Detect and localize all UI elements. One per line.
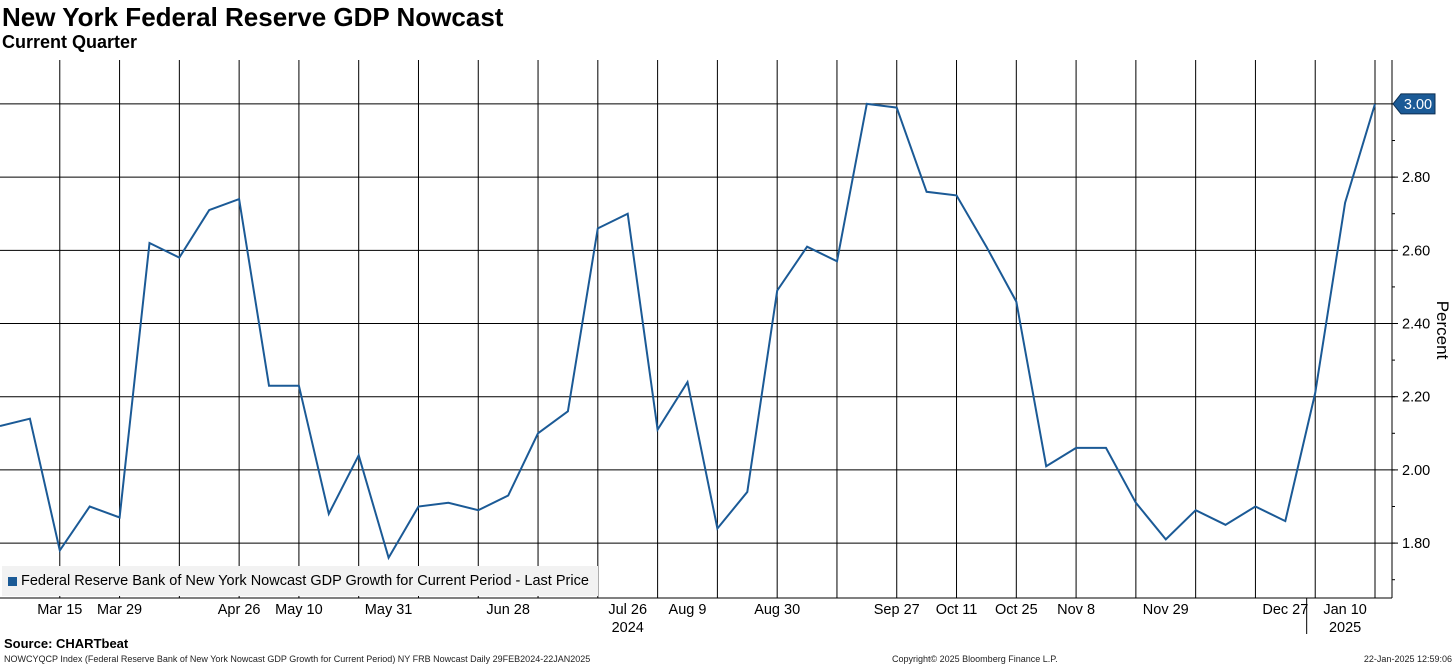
series-line: [0, 102, 1376, 561]
x-tick-label: May 10: [275, 602, 323, 618]
x-tick-label: Oct 25: [995, 602, 1038, 618]
legend-label: Federal Reserve Bank of New York Nowcast…: [21, 573, 589, 589]
plot-frame: [0, 60, 1393, 599]
x-tick-label: Jan 10: [1323, 602, 1367, 618]
x-tick-label: Dec 27: [1262, 602, 1308, 618]
x-tick-label: Mar 15: [37, 602, 82, 618]
footer-ticker-info: NOWCYQCP Index (Federal Reserve Bank of …: [4, 654, 591, 664]
x-axis-ticks: Mar 15 Mar 29 Apr 26 May 10 May 31 Jun 28 Jul …: [37, 598, 1367, 636]
legend: Federal Reserve Bank of New York Nowcast…: [2, 566, 598, 596]
y-tick-label: 2.20: [1402, 390, 1430, 406]
y-tick-label: 2.80: [1402, 170, 1430, 186]
x-tick-label: Nov 29: [1143, 602, 1189, 618]
x-year-label: 2024: [612, 620, 644, 636]
footer-copyright: Copyright© 2025 Bloomberg Finance L.P.: [892, 654, 1058, 664]
y-tick-label: 2.00: [1402, 463, 1430, 479]
y-axis-label: Percent: [1433, 301, 1452, 360]
footer-timestamp: 22-Jan-2025 12:59:06: [1363, 654, 1452, 664]
series-layer: [0, 102, 1376, 561]
x-tick-label: May 31: [365, 602, 413, 618]
chart-subtitle: Current Quarter: [2, 32, 138, 52]
x-tick-label: Sep 27: [874, 602, 920, 618]
horizontal-gridlines: [0, 103, 1392, 544]
x-tick-label: Jun 28: [486, 602, 530, 618]
x-tick-label: Apr 26: [218, 602, 261, 618]
last-value-tag: [1392, 93, 1436, 115]
x-tick-label: Aug 9: [669, 602, 707, 618]
last-value-text: 3.00: [1404, 97, 1432, 113]
chart-title: New York Federal Reserve GDP Nowcast: [2, 2, 504, 32]
x-tick-label: Jul 26: [608, 602, 647, 618]
y-tick-label: 1.80: [1402, 536, 1430, 552]
last-value-marker: 3.00: [1392, 93, 1436, 115]
legend-swatch: [8, 576, 17, 586]
x-tick-label: Oct 11: [936, 602, 978, 618]
y-tick-label: 2.40: [1402, 317, 1430, 333]
source-note: Source: CHARTbeat: [4, 636, 129, 651]
x-tick-label: Aug 30: [754, 602, 800, 618]
x-tick-label: Mar 29: [97, 602, 142, 618]
y-axis-ticks: 1.80 2.00 2.20 2.40 2.60 2.80 3.00: [1392, 97, 1430, 581]
vertical-gridlines: [59, 60, 1376, 598]
x-tick-label: Nov 8: [1057, 602, 1095, 618]
y-tick-label: 2.60: [1402, 243, 1430, 259]
x-year-label: 2025: [1329, 620, 1361, 636]
